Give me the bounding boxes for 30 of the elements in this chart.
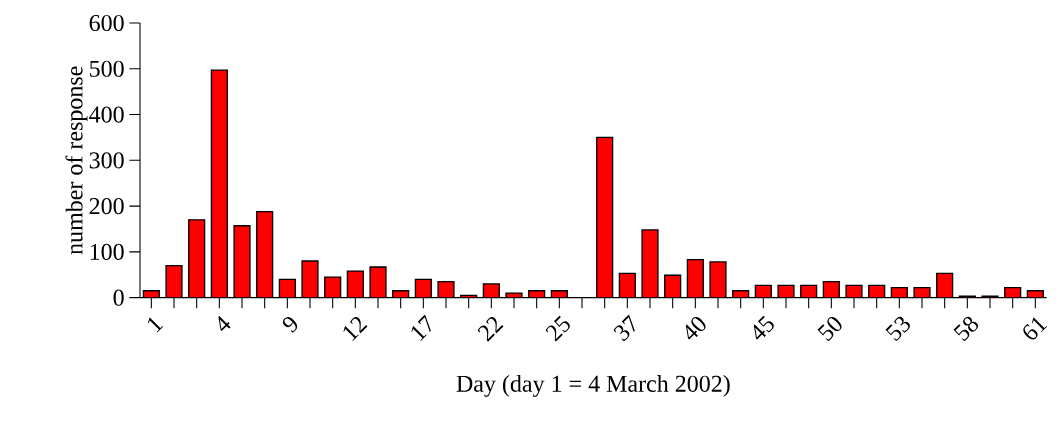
bar [210,69,228,298]
x-tick-label: 25 [545,315,570,342]
y-tick-label: 100 [90,243,124,260]
y-tick-label: 600 [89,14,124,32]
x-tick-label: 61 [1023,317,1048,340]
x-tick-label: 50 [817,316,842,342]
bar [618,272,636,298]
y-tick-label: 200 [89,198,124,215]
x-tick-label: 12 [343,317,368,341]
x-tick-label: 1 [147,317,164,333]
y-tick-label: 0 [113,289,124,306]
y-tick-label: 500 [90,60,124,77]
x-tick-label: 53 [885,316,910,342]
x-tick-label: 45 [753,315,774,340]
y-tick-label: 400 [89,106,124,123]
x-tick-label: 58 [953,316,979,342]
x-tick-label: 40 [685,316,706,340]
bar [936,272,954,298]
x-tick-label: 22 [477,317,504,342]
y-axis-title: number of response [65,66,88,255]
x-tick-label: 37 [613,314,635,342]
x-tick-label: 4 [218,316,231,332]
x-tick-label: 9 [282,316,298,333]
bar [256,210,274,298]
bar [596,136,614,298]
y-tick-label: 300 [89,152,124,169]
x-axis-title: Day (day 1 = 4 March 2002) [456,374,730,397]
x-tick-label: 17 [411,314,431,341]
bar [686,258,704,298]
bar [188,219,206,298]
